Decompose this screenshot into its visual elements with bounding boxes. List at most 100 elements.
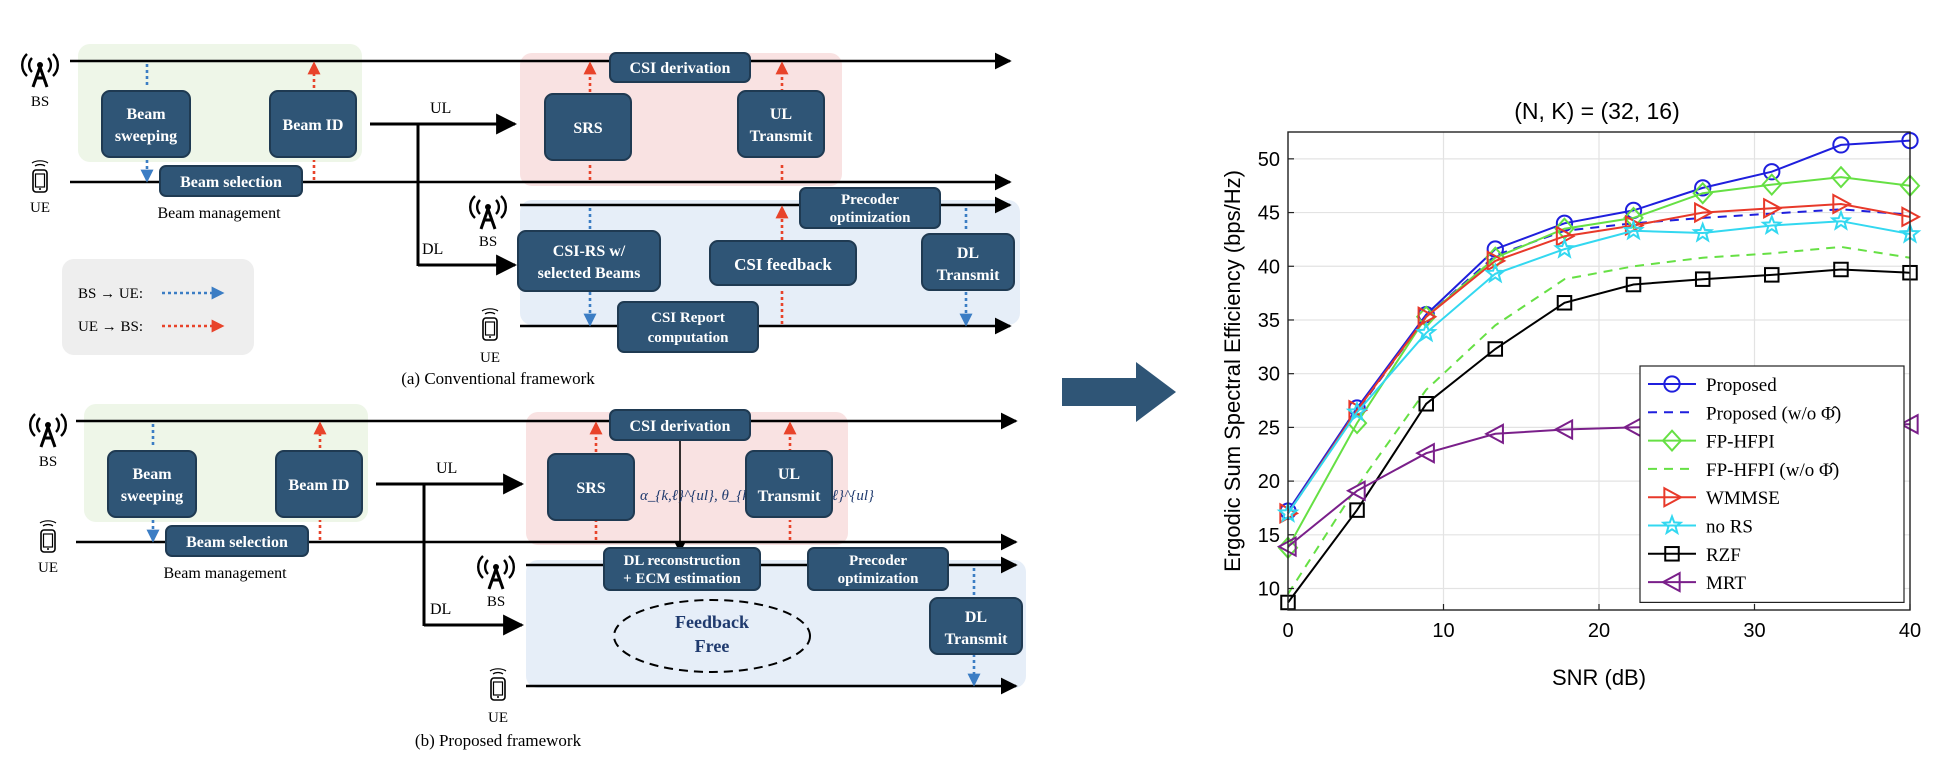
svg-text:optimization: optimization [838,571,919,587]
data-point [1832,193,1853,215]
csi-derivation-box: CSI derivation [609,409,751,441]
data-point [1622,218,1645,241]
x-tick-label: 0 [1282,620,1293,642]
y-tick-label: 15 [1258,525,1280,547]
chart-title: (N, K) = (32, 16) [1514,98,1680,124]
legend-label: Proposed (w/o Φ̂) [1706,403,1841,424]
data-point [1663,375,1681,393]
precoder-optimization-box: Precoder optimization [799,187,941,229]
bs-label: BS [479,234,497,250]
data-point [1764,267,1780,283]
svg-text:Beam selection: Beam selection [180,174,282,191]
data-point [1553,418,1574,441]
y-tick-label: 25 [1258,417,1280,439]
svg-text:CSI feedback: CSI feedback [734,255,832,274]
feedback-free-ellipse: Feedback Free [613,599,811,673]
data-point [1664,546,1680,562]
dl-reconstruction-box: DL reconstruction + ECM estimation [603,547,761,591]
legend-bs-ue-label: BS → UE: [78,286,143,302]
data-point [1345,400,1369,422]
csi-feedback-box: CSI feedback [709,240,857,286]
data-point [1487,341,1504,357]
ul-transmit-box: UL Transmit [737,90,825,158]
ue-phone-icon [39,520,57,553]
beam-selection-box: Beam selection [159,165,303,197]
y-tick-label: 30 [1258,364,1280,386]
ul-label: UL [436,460,457,477]
series-line [1287,220,1911,514]
svg-text:Beam: Beam [132,466,172,483]
svg-text:UL: UL [778,466,800,483]
data-point [1763,163,1781,181]
legend-entry: Proposed (w/o Φ̂) [1648,403,1841,424]
bs-antenna-icon [28,412,68,449]
data-point [1345,480,1366,502]
caption-a: (a) Conventional framework [401,369,595,388]
data-point [1415,442,1435,464]
legend-label: MRT [1706,573,1746,594]
data-point [1660,571,1681,593]
beam-selection-box: Beam selection [165,525,309,557]
legend-entry: Proposed [1648,375,1777,396]
svg-text:SRS: SRS [576,480,605,497]
x-axis-label: SNR (dB) [1552,665,1646,690]
svg-text:optimization: optimization [830,210,911,226]
y-tick-label: 10 [1258,579,1280,601]
legend-entry: MRT [1648,571,1746,594]
right-arrow-icon [1062,362,1176,422]
csi-derivation-box: CSI derivation [609,52,751,83]
srs-box: SRS [544,93,632,161]
data-point [1484,423,1504,445]
x-tick-label: 20 [1588,620,1610,642]
legend-entry: RZF [1648,545,1741,566]
bs-antenna-icon [476,554,516,591]
data-point [1663,486,1684,508]
data-point [1832,136,1850,154]
ue-phone-icon [489,668,507,701]
y-tick-label: 35 [1258,310,1280,332]
svg-text:Beam ID: Beam ID [289,477,350,494]
series-line [1287,202,1911,514]
beam-management-label: Beam management [163,565,287,582]
svg-text:selected Beams: selected Beams [538,265,641,282]
svg-text:computation: computation [648,330,729,346]
svg-text:Transmit: Transmit [937,267,1000,284]
ue-label: UE [30,200,50,216]
data-point [1484,261,1507,284]
svg-text:Precoder: Precoder [841,192,899,208]
svg-text:Transmit: Transmit [758,488,821,505]
data-point [1349,502,1365,518]
series-line [1287,176,1911,549]
ue-label: UE [488,710,508,726]
svg-text:UL: UL [770,106,792,123]
svg-text:DL: DL [965,609,987,626]
legend-label: FP-HFPI (w/o Φ̂) [1706,460,1839,481]
data-point [1660,513,1684,536]
y-axis-label: Ergodic Sum Spectral Efficiency (bps/Hz) [1220,170,1245,572]
legend-label: WMMSE [1706,488,1780,509]
y-tick-label: 20 [1258,471,1280,493]
ue-label: UE [480,350,500,366]
data-point [1694,201,1714,224]
ue-phone-icon [31,160,49,193]
svg-text:Transmit: Transmit [750,128,813,145]
spectral-efficiency-chart: (N, K) = (32, 16) 0 10 20 30 401015202530354… [1220,98,1922,690]
data-point [1553,237,1576,259]
ue-phone-icon [481,308,499,341]
svg-text:SRS: SRS [573,120,602,137]
data-point [1556,295,1573,311]
data-point [1691,221,1715,243]
svg-text:+ ECM estimation: + ECM estimation [623,571,741,587]
legend-entry: no RS [1648,513,1753,538]
legend-entry: FP-HFPI [1648,429,1775,453]
legend-box [62,259,254,355]
dl-transmit-box-b: DL Transmit [929,597,1023,655]
svg-text:Transmit: Transmit [945,631,1008,648]
legend-entry: WMMSE [1648,486,1780,509]
data-point [1414,321,1438,343]
data-point [1661,429,1683,452]
legend-frame [1639,365,1905,603]
ul-transmit-box: UL Transmit [745,450,833,518]
svg-text:Precoder: Precoder [849,553,907,569]
